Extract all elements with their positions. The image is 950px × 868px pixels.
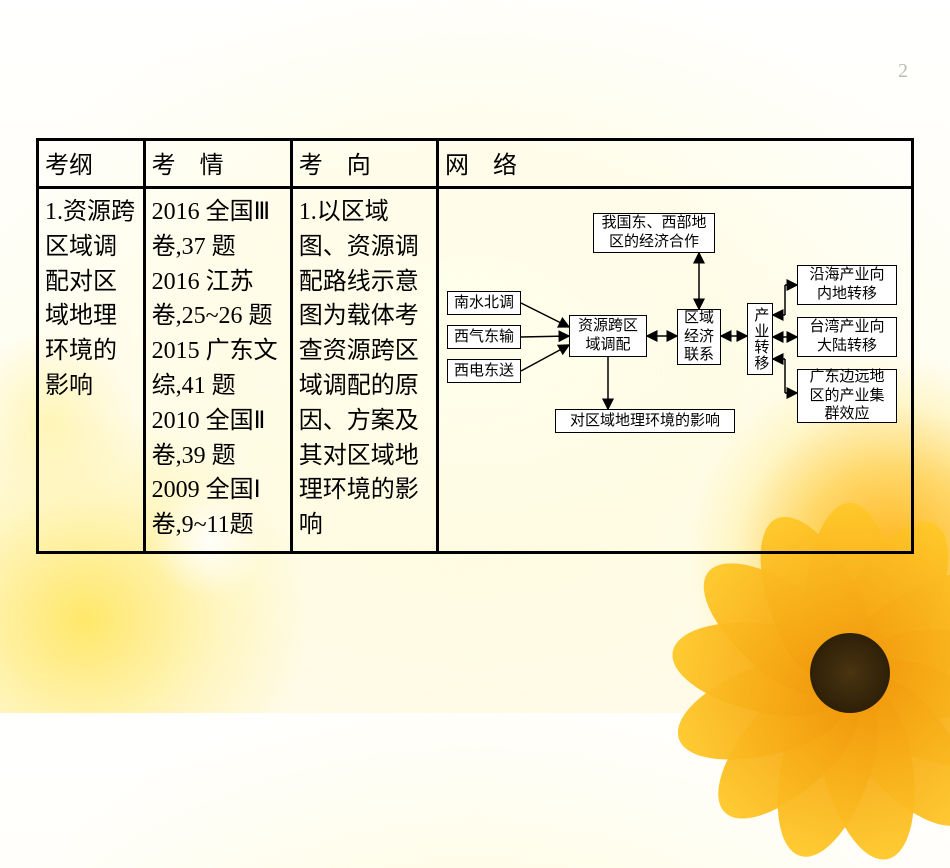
flow-node-n_cyzy: 产业转移 xyxy=(747,303,773,375)
flow-node-n_xdds: 西电东送 xyxy=(447,359,521,383)
th-kaogang: 考纲 xyxy=(38,140,145,188)
cell-wangluo: 南水北调西气东输西电东送 资源跨区 域调配 我国东、西部地 区的经济合作对区域地理环… xyxy=(437,188,912,553)
flow-node-n_r1: 沿海产业向 内地转移 xyxy=(797,265,897,305)
flowchart: 南水北调西气东输西电东送 资源跨区 域调配 我国东、西部地 区的经济合作对区域地理环… xyxy=(445,195,905,455)
flow-node-n_bottom: 对区域地理环境的影响 xyxy=(555,409,735,433)
content-sheet: 考纲 考 情 考 向 网 络 1.资源跨区域调配对区域地理环境的影响 2016 … xyxy=(36,138,914,554)
cell-kaoqing: 2016 全国Ⅲ卷,37 题 2016 江苏卷,25~26 题 2015 广东文… xyxy=(144,188,291,553)
th-kaoqing: 考 情 xyxy=(144,140,291,188)
table-header-row: 考纲 考 情 考 向 网 络 xyxy=(38,140,913,188)
flow-node-n_top: 我国东、西部地 区的经济合作 xyxy=(593,213,715,253)
flow-node-n_nsbh: 南水北调 xyxy=(447,291,521,315)
flow-node-n_r2: 台湾产业向 大陆转移 xyxy=(797,317,897,357)
th-kaoxiang: 考 向 xyxy=(291,140,437,188)
flow-node-n_r3: 广东边远地 区的产业集 群效应 xyxy=(797,369,897,423)
flow-node-n_zykq: 资源跨区 域调配 xyxy=(569,315,647,357)
flow-node-n_qyjj: 区域 经济 联系 xyxy=(677,309,721,365)
flow-node-n_xqds: 西气东输 xyxy=(447,325,521,349)
cell-kaoxiang: 1.以区域图、资源调配路线示意图为载体考查资源跨区域调配的原因、方案及其对区域地… xyxy=(291,188,437,553)
cell-kaogang: 1.资源跨区域调配对区域地理环境的影响 xyxy=(38,188,145,553)
th-wangluo: 网 络 xyxy=(437,140,912,188)
page-number: 2 xyxy=(898,60,908,83)
main-table: 考纲 考 情 考 向 网 络 1.资源跨区域调配对区域地理环境的影响 2016 … xyxy=(36,138,914,554)
table-row: 1.资源跨区域调配对区域地理环境的影响 2016 全国Ⅲ卷,37 题 2016 … xyxy=(38,188,913,553)
